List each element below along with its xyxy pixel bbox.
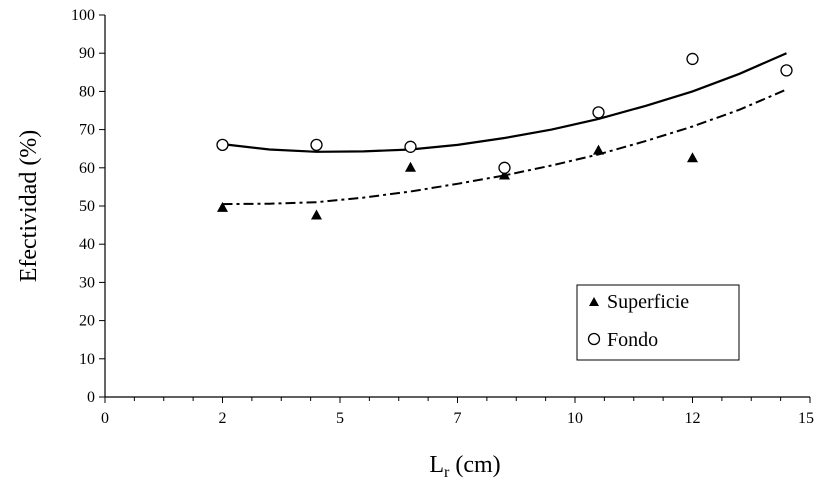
y-tick-label: 80 bbox=[79, 83, 95, 100]
y-tick-label: 40 bbox=[79, 236, 95, 253]
point-superficie bbox=[593, 144, 604, 155]
legend-label-superficie: Superficie bbox=[607, 291, 689, 313]
x-tick-label: 2 bbox=[219, 410, 227, 427]
y-tick-label: 70 bbox=[79, 122, 95, 139]
trendlines bbox=[222, 52, 787, 206]
point-fondo bbox=[780, 64, 793, 77]
x-axis-title-unit: (cm) bbox=[449, 452, 500, 478]
x-tick-label: 7 bbox=[454, 410, 462, 427]
y-tick-label: 10 bbox=[79, 351, 95, 368]
legend-label-fondo: Fondo bbox=[607, 329, 658, 351]
y-tick-label: 20 bbox=[79, 313, 95, 330]
x-tick-label: 5 bbox=[336, 410, 344, 427]
x-axis-title: Lr (cm) bbox=[429, 452, 500, 480]
legend: Superficie Fondo bbox=[576, 284, 740, 361]
y-tick-label: 90 bbox=[79, 45, 95, 62]
point-superficie bbox=[311, 209, 322, 220]
x-axis-title-main: L bbox=[429, 452, 444, 478]
trendline-fondo bbox=[222, 52, 787, 153]
y-tick-label: 0 bbox=[87, 389, 95, 406]
legend-marker-fondo bbox=[587, 332, 601, 346]
y-tick-label: 60 bbox=[79, 160, 95, 177]
y-tick-label: 100 bbox=[71, 7, 95, 24]
point-fondo bbox=[686, 52, 699, 66]
x-tick-label: 10 bbox=[567, 410, 583, 427]
x-tick-label: 12 bbox=[685, 410, 701, 427]
x-tick-label: 0 bbox=[101, 410, 109, 427]
point-fondo bbox=[592, 106, 605, 119]
y-tick-label: 30 bbox=[79, 274, 95, 291]
point-fondo bbox=[404, 140, 417, 153]
point-superficie bbox=[217, 201, 228, 212]
axis-ticks: 0 10 20 30 40 50 60 70 80 90 100 0 2 5 7 10 12 15 bbox=[71, 7, 814, 427]
legend-box bbox=[576, 284, 740, 361]
point-superficie bbox=[405, 161, 416, 172]
legend-marker-superficie bbox=[589, 297, 599, 306]
trendline-superficie bbox=[222, 88, 787, 206]
data-points bbox=[216, 52, 793, 220]
y-tick-label: 50 bbox=[79, 198, 95, 215]
y-axis-title: Efectividad (%) bbox=[16, 130, 42, 283]
x-tick-label: 15 bbox=[798, 410, 814, 427]
point-fondo bbox=[216, 138, 229, 152]
point-fondo bbox=[498, 161, 511, 174]
point-superficie bbox=[687, 152, 698, 163]
point-fondo bbox=[310, 138, 323, 152]
point-superficie bbox=[499, 169, 510, 180]
x-axis-title-subscript: r bbox=[444, 464, 450, 480]
